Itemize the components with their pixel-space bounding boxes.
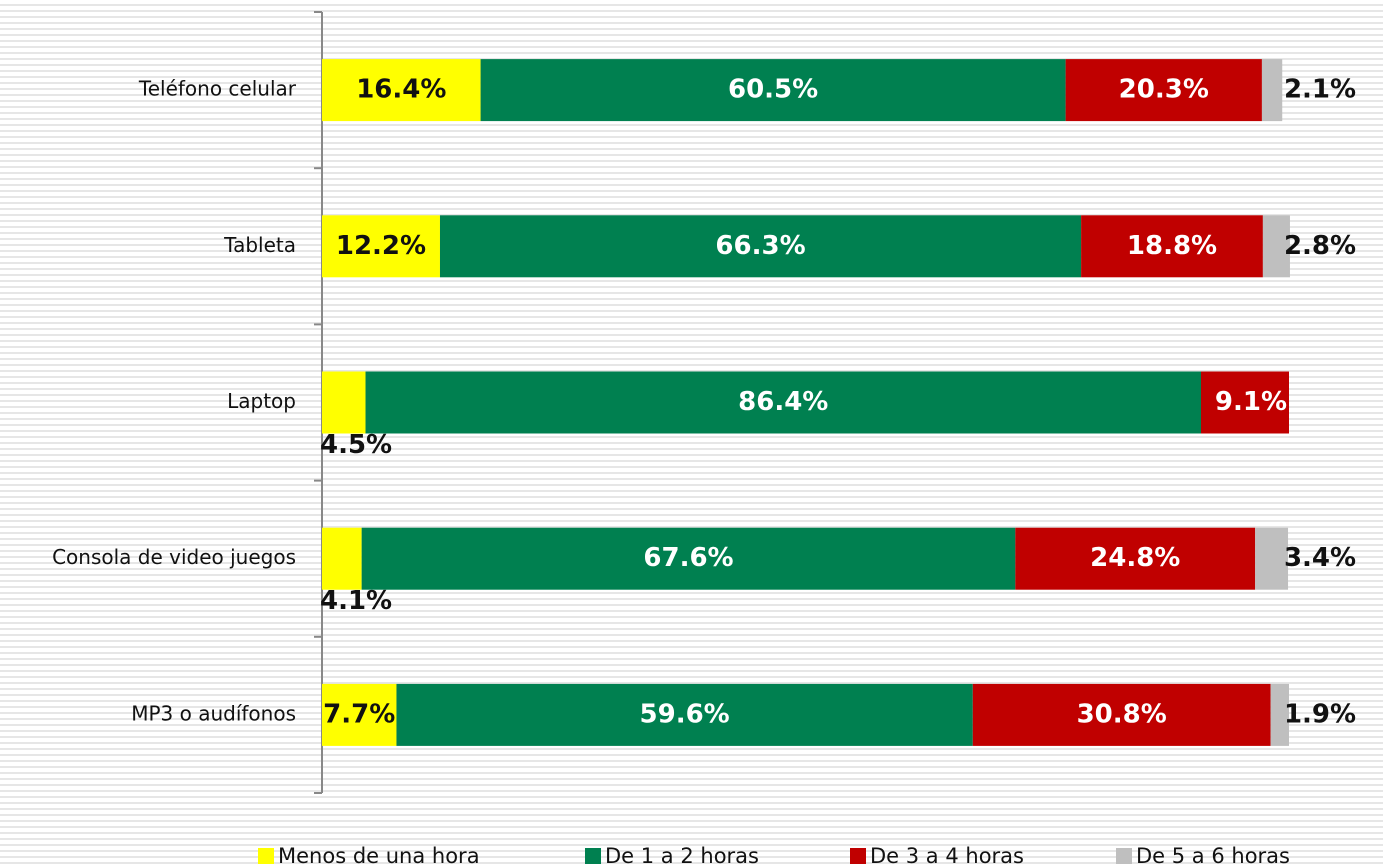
data-label: 20.3% <box>1119 75 1209 105</box>
bar-segment <box>1081 215 1263 278</box>
category-label: Teléfono celular <box>138 77 297 101</box>
legend-swatch <box>585 848 601 864</box>
data-label: 9.1% <box>1215 387 1287 417</box>
bar-segment <box>1270 683 1289 746</box>
bar-segment <box>1261 59 1283 122</box>
category-label: MP3 o audífonos <box>131 701 296 725</box>
bar-segment <box>1255 527 1289 590</box>
bar-segment <box>322 215 440 278</box>
data-label: 1.9% <box>1284 699 1356 729</box>
data-label: 59.6% <box>640 699 730 729</box>
legend-swatch <box>1116 848 1132 864</box>
legend-swatch <box>850 848 866 864</box>
data-label: 60.5% <box>728 75 818 105</box>
bar-segment <box>1201 371 1289 434</box>
bar-segment <box>322 683 397 746</box>
data-label: 4.1% <box>320 586 392 616</box>
data-label: 66.3% <box>715 231 805 261</box>
data-label: 18.8% <box>1127 231 1217 261</box>
bar-segment <box>322 371 366 434</box>
bar-segment <box>439 215 1082 278</box>
bar-segment <box>480 59 1066 122</box>
data-label: 30.8% <box>1077 699 1167 729</box>
data-label: 4.5% <box>320 430 392 460</box>
category-label: Tableta <box>223 233 296 257</box>
bar-segment <box>322 527 362 590</box>
data-label: 12.2% <box>336 231 426 261</box>
bar-segment <box>365 371 1202 434</box>
data-label: 2.8% <box>1284 231 1356 261</box>
data-label: 7.7% <box>323 699 395 729</box>
legend-label: De 5 a 6 horas <box>1136 844 1290 867</box>
bar-segment <box>1065 59 1262 122</box>
bar-segment <box>1015 527 1256 590</box>
data-label: 16.4% <box>356 75 446 105</box>
bar-segment <box>972 683 1271 746</box>
bar-segment <box>322 59 481 122</box>
data-label: 3.4% <box>1284 543 1356 573</box>
bar-segment <box>1262 215 1290 278</box>
legend-label: De 1 a 2 horas <box>605 844 759 867</box>
data-label: 86.4% <box>738 387 828 417</box>
data-label: 24.8% <box>1090 543 1180 573</box>
category-label: Consola de video juegos <box>52 545 296 569</box>
bar-segment <box>396 683 973 746</box>
legend-swatch <box>258 848 274 864</box>
data-label: 67.6% <box>643 543 733 573</box>
data-label: 2.1% <box>1284 75 1356 105</box>
legend-label: De 3 a 4 horas <box>870 844 1024 867</box>
bar-segment <box>361 527 1016 590</box>
legend-label: Menos de una hora <box>278 844 480 867</box>
category-label: Laptop <box>227 389 296 413</box>
